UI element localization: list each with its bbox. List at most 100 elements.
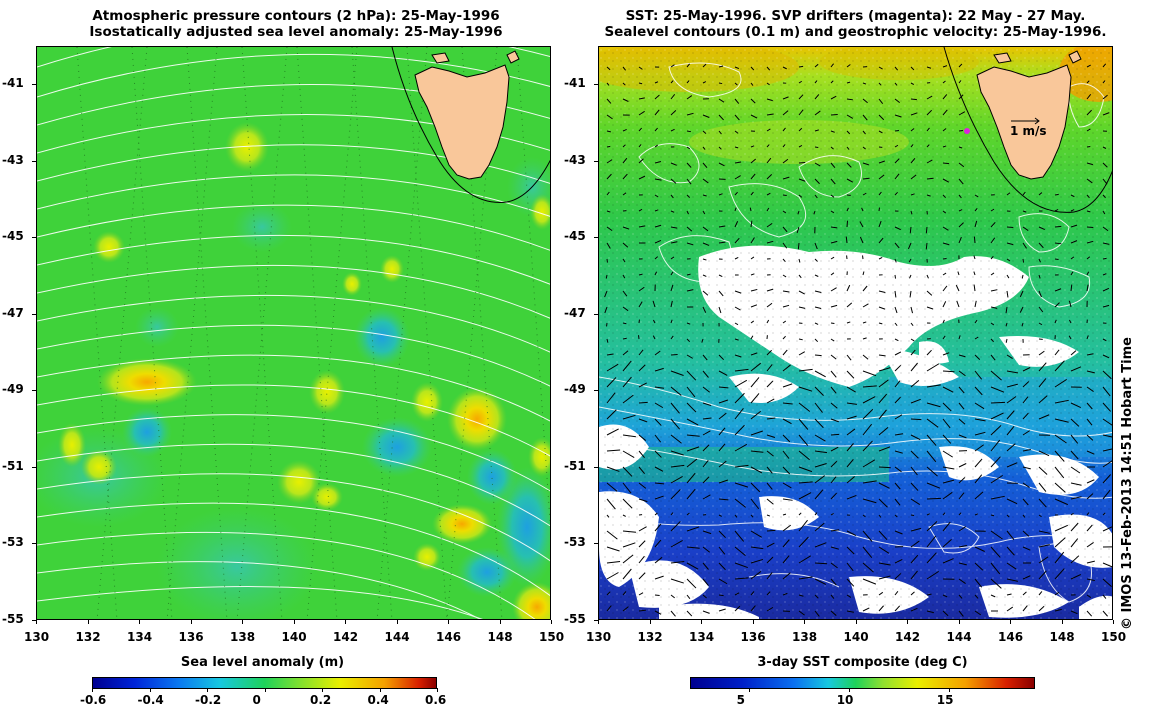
velocity-arrow <box>606 560 621 564</box>
velocity-arrow <box>734 592 740 596</box>
velocity-arrow <box>670 539 683 548</box>
velocity-arrow <box>878 290 886 294</box>
velocity-arrow <box>718 241 726 244</box>
velocity-arrow <box>798 536 809 548</box>
colorbar-tick-label: -0.6 <box>80 693 107 707</box>
velocity-arrow <box>734 66 740 70</box>
velocity-arrow <box>1102 63 1107 68</box>
velocity-arrow <box>604 306 608 314</box>
velocity-arrow <box>958 178 964 185</box>
velocity-arrow <box>910 398 921 404</box>
velocity-arrow <box>830 433 840 436</box>
velocity-arrow <box>910 450 919 459</box>
velocity-arrow <box>750 514 754 518</box>
velocity-arrow <box>1102 226 1109 232</box>
velocity-arrow <box>814 418 824 429</box>
velocity-arrow <box>846 370 855 379</box>
y-tick-label: -41 <box>564 76 586 90</box>
velocity-arrow <box>638 609 646 612</box>
x-tick-mark <box>139 620 140 624</box>
velocity-arrow <box>846 530 857 536</box>
velocity-arrow <box>622 482 632 494</box>
velocity-arrow <box>862 337 867 340</box>
velocity-arrow <box>1086 162 1094 166</box>
velocity-arrow <box>638 555 645 564</box>
velocity-arrow <box>974 354 981 360</box>
velocity-arrow <box>974 546 985 552</box>
velocity-arrow <box>686 242 694 246</box>
velocity-arrow <box>606 191 610 196</box>
velocity-arrow <box>606 226 613 232</box>
x-tick-label: 140 <box>843 630 869 644</box>
velocity-arrow <box>686 194 691 198</box>
velocity-arrow <box>974 418 986 422</box>
velocity-arrow <box>894 380 901 388</box>
velocity-arrow <box>718 162 725 167</box>
velocity-arrow <box>846 220 849 228</box>
velocity-arrow <box>862 162 870 166</box>
velocity-arrow <box>830 272 835 276</box>
velocity-arrow <box>654 94 660 100</box>
velocity-arrow <box>990 237 996 244</box>
velocity-arrow <box>734 464 749 468</box>
velocity-arrow <box>686 338 691 343</box>
velocity-arrow <box>990 456 1001 468</box>
velocity-arrow <box>1006 396 1017 404</box>
colorbar-tick-mark <box>379 688 381 692</box>
velocity-arrow <box>1068 300 1072 308</box>
velocity-arrow <box>894 242 900 249</box>
velocity-arrow <box>846 458 854 468</box>
velocity-arrow <box>1086 178 1093 184</box>
y-tick-label: -41 <box>2 76 24 90</box>
velocity-arrow <box>1054 349 1060 356</box>
velocity-arrow <box>718 130 722 135</box>
y-tick-label: -55 <box>564 611 586 626</box>
velocity-arrow <box>878 322 883 325</box>
velocity-arrow <box>622 394 634 404</box>
velocity-arrow <box>622 360 632 372</box>
x-tick-label: 146 <box>436 630 462 644</box>
velocity-arrow <box>926 274 929 279</box>
velocity-arrow <box>670 80 674 84</box>
velocity-arrow <box>654 350 661 356</box>
velocity-arrow <box>670 578 684 584</box>
velocity-arrow <box>909 290 912 298</box>
velocity-arrow <box>830 529 840 532</box>
velocity-arrow <box>718 114 724 121</box>
velocity-arrow <box>766 319 770 324</box>
velocity-arrow <box>798 351 806 356</box>
velocity-arrow <box>862 385 877 388</box>
velocity-arrow <box>1102 273 1107 276</box>
velocity-arrow <box>830 546 840 550</box>
velocity-arrow <box>622 530 637 533</box>
velocity-arrow <box>1006 370 1019 374</box>
velocity-arrow <box>1038 290 1042 298</box>
velocity-arrow <box>1022 575 1031 580</box>
velocity-arrow <box>734 161 742 164</box>
velocity-arrow <box>926 177 934 180</box>
velocity-arrow <box>1086 271 1090 276</box>
velocity-arrow <box>878 306 886 310</box>
velocity-arrow <box>942 226 949 231</box>
velocity-arrow <box>750 158 757 164</box>
velocity-arrow <box>974 300 977 308</box>
velocity-arrow <box>670 256 675 260</box>
velocity-arrow <box>1086 80 1090 84</box>
colorbar-tick-label: 0.6 <box>425 693 447 707</box>
right-title-line2: Sealevel contours (0.1 m) and geostrophi… <box>604 24 1107 40</box>
velocity-arrow <box>910 66 915 71</box>
velocity-arrow <box>654 556 663 564</box>
velocity-arrow <box>750 482 761 493</box>
velocity-arrow <box>766 288 774 292</box>
velocity-arrow <box>862 396 876 404</box>
velocity-arrow <box>830 162 836 169</box>
velocity-arrow <box>606 82 610 86</box>
velocity-arrow <box>702 578 709 586</box>
velocity-arrow <box>1038 258 1041 263</box>
velocity-arrow <box>654 127 658 132</box>
velocity-arrow <box>702 130 707 134</box>
velocity-arrow <box>862 578 877 585</box>
velocity-arrow <box>686 458 698 468</box>
velocity-arrow <box>830 386 837 394</box>
velocity-arrow <box>1022 258 1025 263</box>
